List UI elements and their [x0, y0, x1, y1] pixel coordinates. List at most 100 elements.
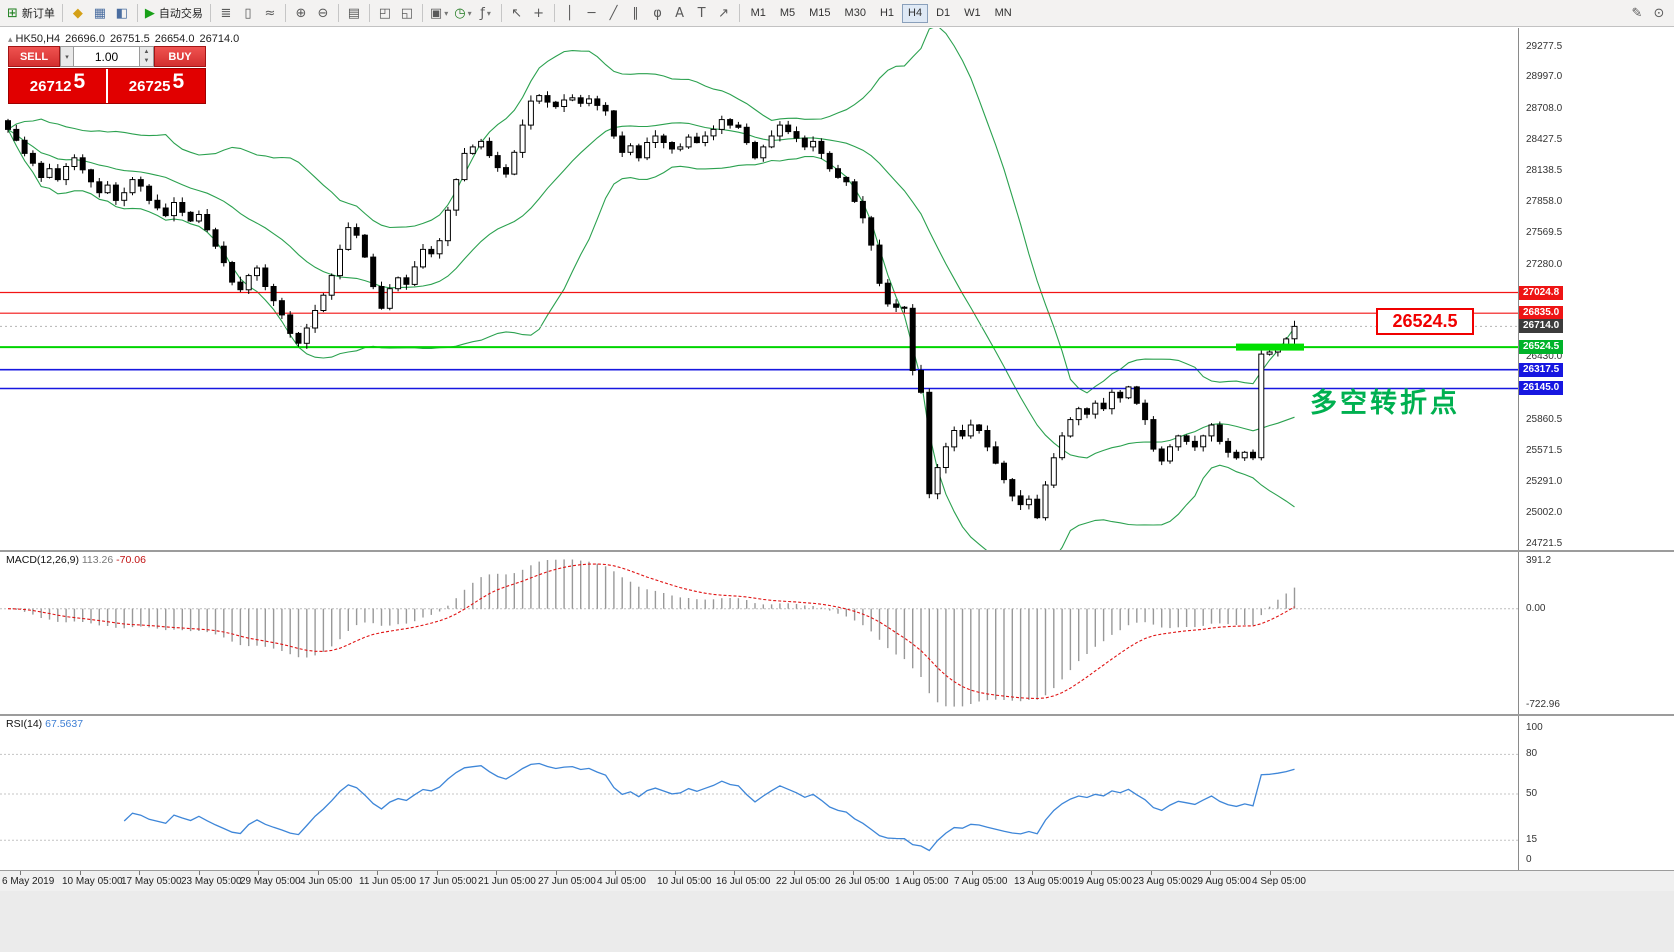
price-tag: 27024.8	[1519, 286, 1564, 300]
timeframe-d1-button[interactable]: D1	[930, 4, 956, 23]
new-order-button[interactable]: ⊞ 新订单	[4, 3, 58, 24]
text-icon[interactable]: A	[669, 3, 691, 24]
crosshair-icon[interactable]: +	[528, 3, 550, 24]
arrows-icon[interactable]: ↗	[713, 3, 735, 24]
panel-splitter[interactable]	[0, 550, 1674, 552]
sell-button[interactable]: SELL	[8, 46, 60, 67]
timeframe-m30-button[interactable]: M30	[839, 4, 872, 23]
timeframe-h1-button[interactable]: H1	[874, 4, 900, 23]
timeframe-w1-button[interactable]: W1	[958, 4, 987, 23]
rsi-axis-label: 50	[1526, 788, 1538, 799]
arrange-windows-icon: ◱	[400, 5, 414, 21]
macd-panel[interactable]: MACD(12,26,9) 113.26 -70.06	[0, 552, 1518, 714]
bottom-filler	[0, 891, 1674, 952]
time-tick	[139, 871, 140, 875]
price-tag: 26524.5	[1519, 340, 1564, 354]
price-tick: 25860.5	[1526, 414, 1563, 425]
label-icon: T	[697, 5, 706, 21]
sell-price[interactable]: 26712 5	[9, 69, 106, 103]
buy-button[interactable]: BUY	[154, 46, 206, 67]
symbols-icon[interactable]: ◆	[67, 3, 89, 24]
edit-icon[interactable]: ✎	[1626, 3, 1648, 24]
cascade-windows-icon[interactable]: ◰	[374, 3, 396, 24]
macd-axis[interactable]: 391.2 0.00 -722.96	[1518, 552, 1674, 714]
new-chart-icon[interactable]: ▣ ▾	[427, 3, 451, 24]
candlestick-chart-icon[interactable]: ▯	[237, 3, 259, 24]
buy-price[interactable]: 26725 5	[108, 69, 205, 103]
ohlc-high: 26751.5	[109, 33, 150, 45]
chart-window[interactable]: ▴ HK50,H4 26696.0 26751.5 26654.0 26714.0 SEL…	[0, 28, 1518, 550]
volume-down-button[interactable]: ▼	[140, 56, 153, 66]
arrange-windows-icon[interactable]: ◱	[396, 3, 418, 24]
tile-windows-icon: ▤	[347, 5, 361, 21]
fibonacci-icon[interactable]: φ	[647, 3, 669, 24]
time-label: 22 Jul 05:00	[776, 876, 831, 887]
price-tag: 26317.5	[1519, 363, 1564, 377]
volume-input[interactable]	[74, 46, 140, 67]
trendline-icon: ╱	[609, 5, 618, 21]
cursor-icon[interactable]: ↖	[506, 3, 528, 24]
toolbar-separator	[368, 4, 370, 22]
volume-up-button[interactable]: ▲	[140, 47, 153, 57]
channel-icon[interactable]: ∥	[625, 3, 647, 24]
zoom-out-icon[interactable]: ⊖	[312, 3, 334, 24]
timeframe-m15-button[interactable]: M15	[803, 4, 836, 23]
price-tick: 26430.0	[1526, 351, 1563, 362]
rsi-axis[interactable]: 100 80 50 15 0	[1518, 716, 1674, 870]
time-tick	[377, 871, 378, 875]
symbol-marker-icon: ▴	[8, 34, 13, 44]
toolbar-separator	[421, 4, 423, 22]
symbols-icon: ◆	[72, 5, 83, 21]
zoom-in-icon[interactable]: ⊕	[290, 3, 312, 24]
time-tick	[675, 871, 676, 875]
price-tick: 28997.0	[1526, 71, 1563, 82]
macd-axis-min: -722.96	[1526, 699, 1560, 710]
timeframe-m1-button[interactable]: M1	[745, 4, 772, 23]
profiles-icon[interactable]: ◷ ▾	[451, 3, 474, 24]
indicators-icon[interactable]: ƒ ▾	[475, 3, 497, 24]
toolbar-separator	[209, 4, 211, 22]
macd-signal-value: -70.06	[116, 554, 146, 566]
target-icon[interactable]: ⊙	[1648, 3, 1670, 24]
time-label: 10 Jul 05:00	[657, 876, 712, 887]
panel-splitter[interactable]	[0, 714, 1674, 716]
bar-chart-icon[interactable]: ≣	[215, 3, 237, 24]
timeframe-m5-button[interactable]: M5	[774, 4, 801, 23]
autotrading-button[interactable]: ▶ 自动交易	[142, 3, 206, 24]
toolbar-separator	[500, 4, 502, 22]
timeframe-mn-button[interactable]: MN	[989, 4, 1018, 23]
candlestick-chart[interactable]	[0, 28, 1518, 550]
rsi-name: RSI(14)	[6, 718, 43, 730]
trendline-icon[interactable]: ╱	[603, 3, 625, 24]
macd-label: MACD(12,26,9) 113.26 -70.06	[6, 554, 146, 566]
vertical-line-icon[interactable]: │	[559, 3, 581, 24]
zoom-in-icon: ⊕	[295, 5, 307, 21]
price-tick: 24721.5	[1526, 538, 1563, 549]
time-tick	[1210, 871, 1211, 875]
navigator-icon[interactable]: ◧	[111, 3, 133, 24]
toolbar-separator	[284, 4, 286, 22]
rsi-axis-label: 100	[1526, 722, 1543, 733]
market-watch-icon[interactable]: ▦	[89, 3, 111, 24]
macd-name: MACD(12,26,9)	[6, 554, 79, 566]
rsi-panel[interactable]: RSI(14) 67.5637	[0, 716, 1518, 870]
time-label: 4 Jul 05:00	[597, 876, 646, 887]
price-tick: 28138.5	[1526, 165, 1563, 176]
time-tick	[794, 871, 795, 875]
candlestick-chart-icon: ▯	[244, 5, 252, 21]
horizontal-line-icon[interactable]: ─	[581, 3, 603, 24]
tile-windows-icon[interactable]: ▤	[343, 3, 365, 24]
cascade-windows-icon: ◰	[378, 5, 392, 21]
volume-dropdown-button[interactable]: ▾	[60, 46, 74, 67]
ohlc-low: 26654.0	[154, 33, 195, 45]
time-label: 26 Jul 05:00	[835, 876, 890, 887]
toolbar-separator	[553, 4, 555, 22]
price-axis[interactable]: 29277.5 28997.0 28708.0 28427.5 28138.5 27858…	[1518, 28, 1674, 550]
timeframe-h4-button[interactable]: H4	[902, 3, 929, 23]
time-tick	[496, 871, 497, 875]
label-icon[interactable]: T	[691, 3, 713, 24]
time-label: 27 Jun 05:00	[538, 876, 596, 887]
time-label: 7 Aug 05:00	[954, 876, 1008, 887]
time-axis[interactable]: 6 May 2019 10 May 05:00 17 May 05:00 23 May…	[0, 870, 1674, 891]
line-chart-icon[interactable]: ≈	[259, 3, 281, 24]
